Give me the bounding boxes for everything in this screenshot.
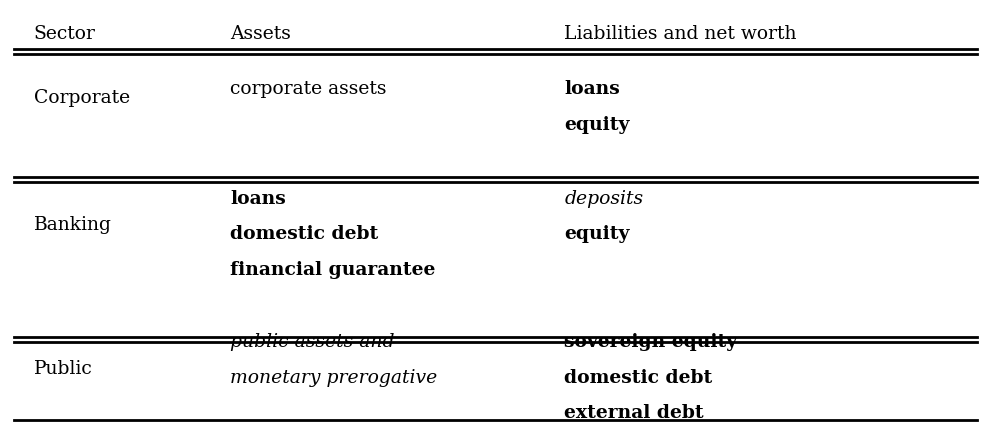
Text: equity: equity (564, 116, 630, 133)
Text: Banking: Banking (34, 216, 112, 234)
Text: Assets: Assets (230, 25, 291, 43)
Text: loans: loans (564, 80, 620, 98)
Text: Liabilities and net worth: Liabilities and net worth (564, 25, 797, 43)
Text: monetary prerogative: monetary prerogative (230, 368, 437, 386)
Text: corporate assets: corporate assets (230, 80, 386, 98)
Text: public assets and: public assets and (230, 332, 394, 350)
Text: deposits: deposits (564, 189, 643, 207)
Text: financial guarantee: financial guarantee (230, 261, 436, 279)
Text: external debt: external debt (564, 403, 704, 421)
Text: Sector: Sector (34, 25, 95, 43)
Text: domestic debt: domestic debt (564, 368, 713, 386)
Text: domestic debt: domestic debt (230, 225, 379, 243)
Text: equity: equity (564, 225, 630, 243)
Text: Corporate: Corporate (34, 89, 130, 107)
Text: sovereign equity: sovereign equity (564, 332, 737, 350)
Text: loans: loans (230, 189, 286, 207)
Text: Public: Public (34, 359, 92, 377)
